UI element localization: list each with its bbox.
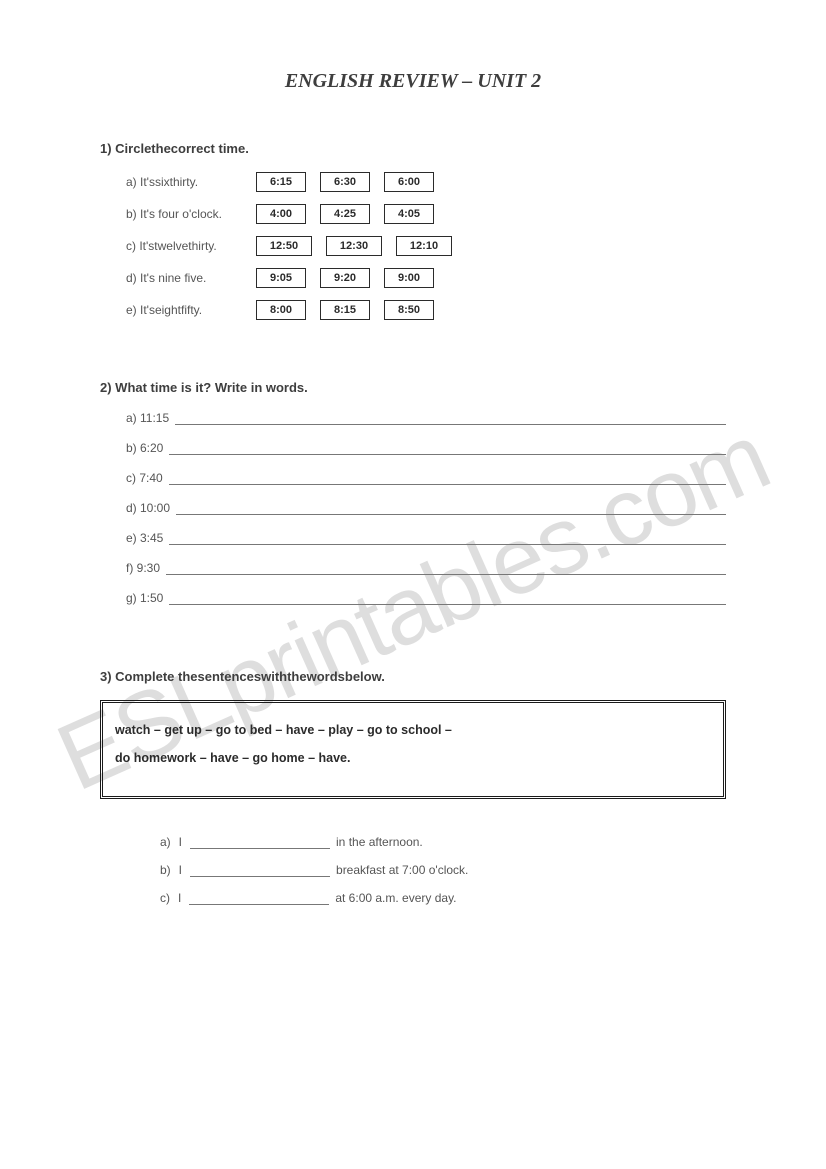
q1-row: c) It'stwelvethirty.12:50 12:30 12:10 xyxy=(100,236,726,256)
q3-row-post: at 6:00 a.m. every day. xyxy=(335,891,456,905)
q3-row-post: breakfast at 7:00 o'clock. xyxy=(336,863,468,877)
q2-row-label: a) 11:15 xyxy=(126,411,169,425)
q3-row: a) Iin the afternoon. xyxy=(100,835,726,849)
word-bank-line1: watch – get up – go to bed – have – play… xyxy=(115,717,711,745)
time-boxes: 12:50 12:30 12:10 xyxy=(256,236,452,256)
q3-row-pre: I xyxy=(179,863,182,877)
q1-row: a) It'ssixthirty.6:15 6:30 6:00 xyxy=(100,172,726,192)
q1-row: e) It'seightfifty.8:00 8:15 8:50 xyxy=(100,300,726,320)
q1-row-label: a) It'ssixthirty. xyxy=(126,175,256,189)
q2-row: e) 3:45 xyxy=(100,531,726,545)
q2-row: c) 7:40 xyxy=(100,471,726,485)
q3-row-letter: a) xyxy=(160,835,171,849)
q1-row-label: d) It's nine five. xyxy=(126,271,256,285)
answer-blank[interactable] xyxy=(189,893,329,905)
answer-blank[interactable] xyxy=(175,413,726,425)
answer-blank[interactable] xyxy=(176,503,726,515)
q2-row-label: c) 7:40 xyxy=(126,471,163,485)
q2-header: 2) What time is it? Write in words. xyxy=(100,380,726,395)
q2-row: b) 6:20 xyxy=(100,441,726,455)
time-boxes: 8:00 8:15 8:50 xyxy=(256,300,434,320)
q2-row-label: e) 3:45 xyxy=(126,531,163,545)
q2-row: a) 11:15 xyxy=(100,411,726,425)
q1-row-label: c) It'stwelvethirty. xyxy=(126,239,256,253)
q3-body: a) Iin the afternoon. b) Ibreakfast at 7:00… xyxy=(100,835,726,905)
time-option[interactable]: 8:00 xyxy=(256,300,306,320)
q1-body: a) It'ssixthirty.6:15 6:30 6:00 b) It's fou… xyxy=(100,172,726,320)
q3-row-letter: c) xyxy=(160,891,170,905)
time-option[interactable]: 12:50 xyxy=(256,236,312,256)
time-boxes: 4:00 4:25 4:05 xyxy=(256,204,434,224)
q2-row-label: g) 1:50 xyxy=(126,591,163,605)
answer-blank[interactable] xyxy=(169,473,726,485)
time-option[interactable]: 4:00 xyxy=(256,204,306,224)
time-option[interactable]: 6:30 xyxy=(320,172,370,192)
page-title: ENGLISH REVIEW – UNIT 2 xyxy=(100,70,726,93)
word-bank-line2: do homework – have – go home – have. xyxy=(115,745,711,773)
q3-row-pre: I xyxy=(178,891,181,905)
q2-row: g) 1:50 xyxy=(100,591,726,605)
time-option[interactable]: 4:25 xyxy=(320,204,370,224)
q2-row-label: d) 10:00 xyxy=(126,501,170,515)
q2-row: f) 9:30 xyxy=(100,561,726,575)
time-option[interactable]: 9:05 xyxy=(256,268,306,288)
time-option[interactable]: 8:15 xyxy=(320,300,370,320)
q1-row: d) It's nine five.9:05 9:20 9:00 xyxy=(100,268,726,288)
answer-blank[interactable] xyxy=(166,563,726,575)
answer-blank[interactable] xyxy=(190,837,330,849)
time-option[interactable]: 9:20 xyxy=(320,268,370,288)
q2-row-label: f) 9:30 xyxy=(126,561,160,575)
q1-row-label: b) It's four o'clock. xyxy=(126,207,256,221)
q3-row-post: in the afternoon. xyxy=(336,835,423,849)
time-option[interactable]: 8:50 xyxy=(384,300,434,320)
time-option[interactable]: 6:00 xyxy=(384,172,434,192)
answer-blank[interactable] xyxy=(169,443,726,455)
q1-row: b) It's four o'clock.4:00 4:25 4:05 xyxy=(100,204,726,224)
q3-header: 3) Complete thesentenceswiththewordsbelo… xyxy=(100,669,726,684)
answer-blank[interactable] xyxy=(169,533,726,545)
answer-blank[interactable] xyxy=(169,593,726,605)
time-option[interactable]: 9:00 xyxy=(384,268,434,288)
answer-blank[interactable] xyxy=(190,865,330,877)
time-boxes: 6:15 6:30 6:00 xyxy=(256,172,434,192)
page-content: ENGLISH REVIEW – UNIT 2 1) Circlethecorr… xyxy=(100,70,726,905)
q2-body: a) 11:15 b) 6:20 c) 7:40 d) 10:00 e) 3:45 f) … xyxy=(100,411,726,605)
q1-row-label: e) It'seightfifty. xyxy=(126,303,256,317)
q2-row: d) 10:00 xyxy=(100,501,726,515)
q1-header: 1) Circlethecorrect time. xyxy=(100,141,726,156)
time-option[interactable]: 12:30 xyxy=(326,236,382,256)
q2-row-label: b) 6:20 xyxy=(126,441,163,455)
time-option[interactable]: 12:10 xyxy=(396,236,452,256)
word-bank: watch – get up – go to bed – have – play… xyxy=(100,700,726,799)
time-option[interactable]: 4:05 xyxy=(384,204,434,224)
q3-row: b) Ibreakfast at 7:00 o'clock. xyxy=(100,863,726,877)
time-option[interactable]: 6:15 xyxy=(256,172,306,192)
q3-row-letter: b) xyxy=(160,863,171,877)
q3-row-pre: I xyxy=(179,835,182,849)
time-boxes: 9:05 9:20 9:00 xyxy=(256,268,434,288)
q3-row: c) Iat 6:00 a.m. every day. xyxy=(100,891,726,905)
